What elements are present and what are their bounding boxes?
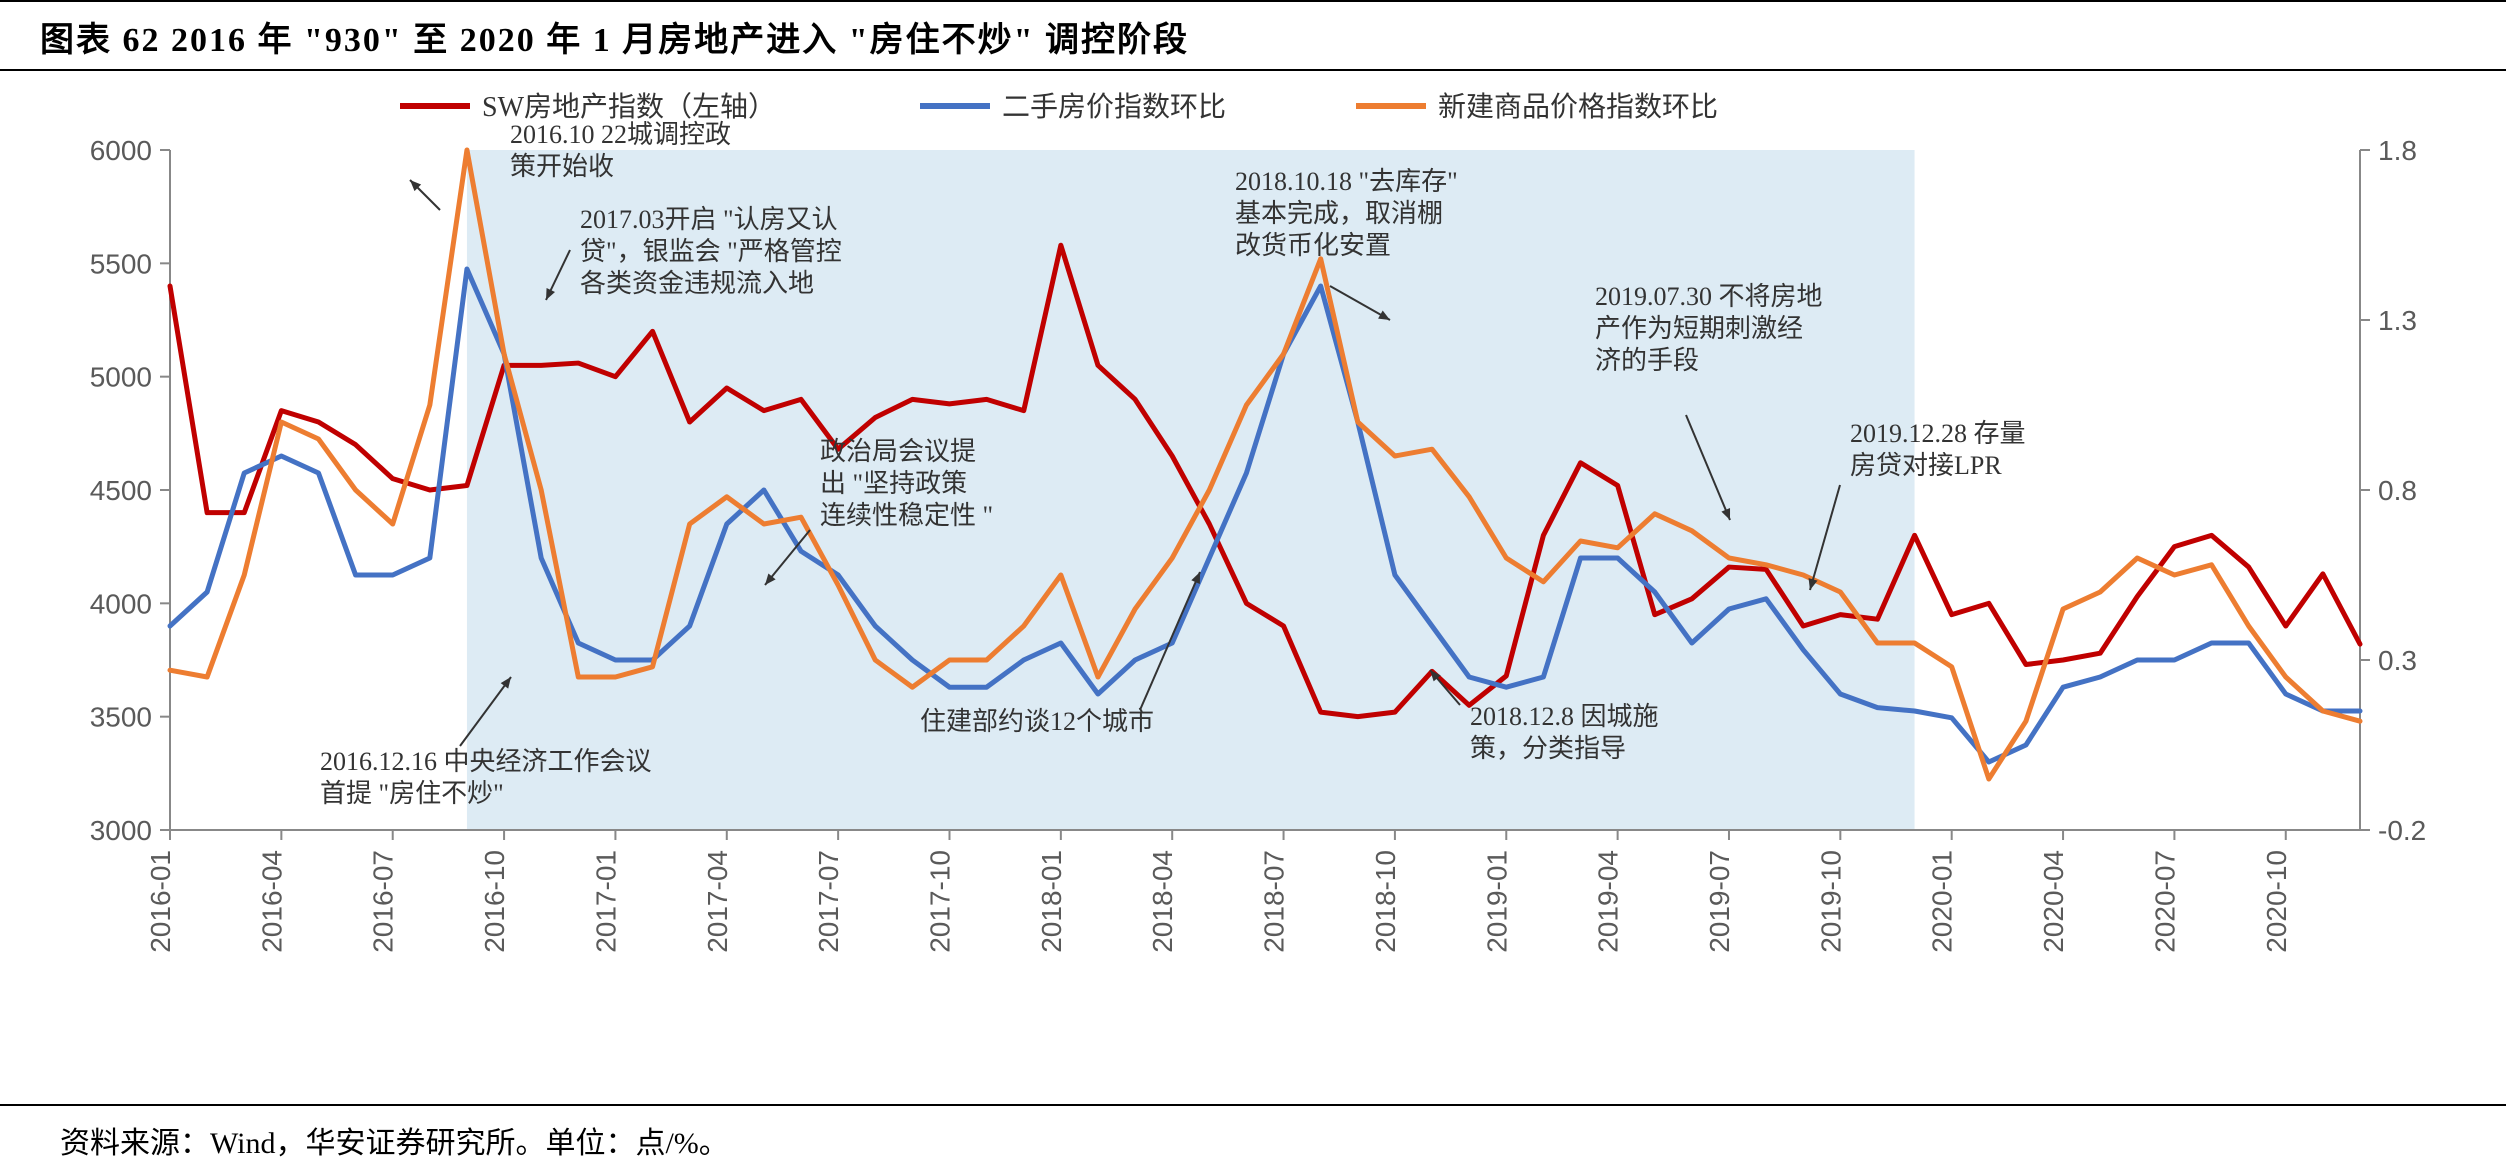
svg-text:3000: 3000 [90, 815, 152, 846]
svg-text:2020-01: 2020-01 [1927, 850, 1958, 953]
svg-text:2016-01: 2016-01 [145, 850, 176, 953]
svg-text:1.8: 1.8 [2378, 135, 2417, 166]
svg-text:济的手段: 济的手段 [1595, 346, 1699, 375]
svg-text:改货币化安置: 改货币化安置 [1235, 231, 1391, 260]
svg-text:2019-07: 2019-07 [1704, 850, 1735, 953]
svg-text:2019-04: 2019-04 [1593, 850, 1624, 953]
svg-text:4500: 4500 [90, 475, 152, 506]
svg-text:二手房价指数环比: 二手房价指数环比 [1002, 91, 1226, 123]
svg-text:0.8: 0.8 [2378, 475, 2417, 506]
svg-text:基本完成，取消棚: 基本完成，取消棚 [1235, 199, 1443, 228]
svg-text:出 "坚持政策: 出 "坚持政策 [820, 469, 967, 498]
svg-text:2018-07: 2018-07 [1259, 850, 1290, 953]
svg-text:贷"，银监会 "严格管控: 贷"，银监会 "严格管控 [580, 237, 842, 266]
svg-text:2017-07: 2017-07 [813, 850, 844, 953]
svg-text:1.3: 1.3 [2378, 305, 2417, 336]
svg-text:2016-10: 2016-10 [479, 850, 510, 953]
svg-text:2018-01: 2018-01 [1036, 850, 1067, 953]
svg-text:2018.10.18 "去库存": 2018.10.18 "去库存" [1235, 167, 1458, 196]
svg-text:5500: 5500 [90, 248, 152, 279]
svg-text:新建商品价格指数环比: 新建商品价格指数环比 [1438, 91, 1718, 123]
svg-text:各类资金违规流入地: 各类资金违规流入地 [580, 269, 814, 298]
svg-text:-0.2: -0.2 [2378, 815, 2426, 846]
svg-text:2019-01: 2019-01 [1481, 850, 1512, 953]
chart-svg: 3000 3500 4000 4500 5000 5500 6000 -0.2 0.3 0.8 1.… [40, 80, 2466, 1050]
chart-title: 图表 62 2016 年 "930" 至 2020 年 1 月房地产进入 "房住… [0, 0, 2506, 71]
chart-container: 图表 62 2016 年 "930" 至 2020 年 1 月房地产进入 "房住… [0, 0, 2506, 1174]
svg-text:连续性稳定性 ": 连续性稳定性 " [820, 501, 993, 530]
svg-text:SW房地产指数（左轴）: SW房地产指数（左轴） [482, 91, 776, 123]
svg-text:5000: 5000 [90, 362, 152, 393]
svg-text:3500: 3500 [90, 702, 152, 733]
svg-text:2018-04: 2018-04 [1147, 850, 1178, 953]
chart-plot-area: 3000 3500 4000 4500 5000 5500 6000 -0.2 0.3 0.8 1.… [40, 80, 2466, 1050]
svg-text:4000: 4000 [90, 588, 152, 619]
svg-text:2020-04: 2020-04 [2038, 850, 2069, 953]
svg-text:2017-10: 2017-10 [924, 850, 955, 953]
svg-text:2019.12.28 存量: 2019.12.28 存量 [1850, 419, 2026, 448]
svg-text:2018-10: 2018-10 [1370, 850, 1401, 953]
svg-text:2016.12.16 中央经济工作会议: 2016.12.16 中央经济工作会议 [320, 747, 652, 776]
svg-text:2017-01: 2017-01 [590, 850, 621, 953]
svg-text:2017-04: 2017-04 [702, 850, 733, 953]
svg-text:2019-10: 2019-10 [1815, 850, 1846, 953]
svg-text:0.3: 0.3 [2378, 645, 2417, 676]
svg-text:政治局会议提: 政治局会议提 [820, 437, 976, 466]
svg-text:6000: 6000 [90, 135, 152, 166]
svg-text:2016-07: 2016-07 [368, 850, 399, 953]
svg-text:2016-04: 2016-04 [256, 850, 287, 953]
svg-text:住建部约谈12个城市: 住建部约谈12个城市 [920, 707, 1154, 736]
svg-text:2020-10: 2020-10 [2261, 850, 2292, 953]
svg-text:2019.07.30 不将房地: 2019.07.30 不将房地 [1595, 282, 1823, 311]
svg-text:2018.12.8 因城施: 2018.12.8 因城施 [1470, 702, 1659, 731]
svg-text:2016.10 22城调控政: 2016.10 22城调控政 [510, 120, 731, 149]
svg-text:2020-07: 2020-07 [2149, 850, 2180, 953]
svg-text:策，分类指导: 策，分类指导 [1470, 734, 1626, 763]
svg-text:策开始收: 策开始收 [510, 152, 614, 181]
chart-source: 资料来源：Wind，华安证券研究所。单位：点/%。 [0, 1104, 2506, 1174]
svg-text:产作为短期刺激经: 产作为短期刺激经 [1595, 314, 1803, 343]
svg-text:房贷对接LPR: 房贷对接LPR [1850, 451, 2002, 480]
svg-text:2017.03开启 "认房又认: 2017.03开启 "认房又认 [580, 205, 838, 234]
svg-text:首提 "房住不炒": 首提 "房住不炒" [320, 779, 504, 808]
